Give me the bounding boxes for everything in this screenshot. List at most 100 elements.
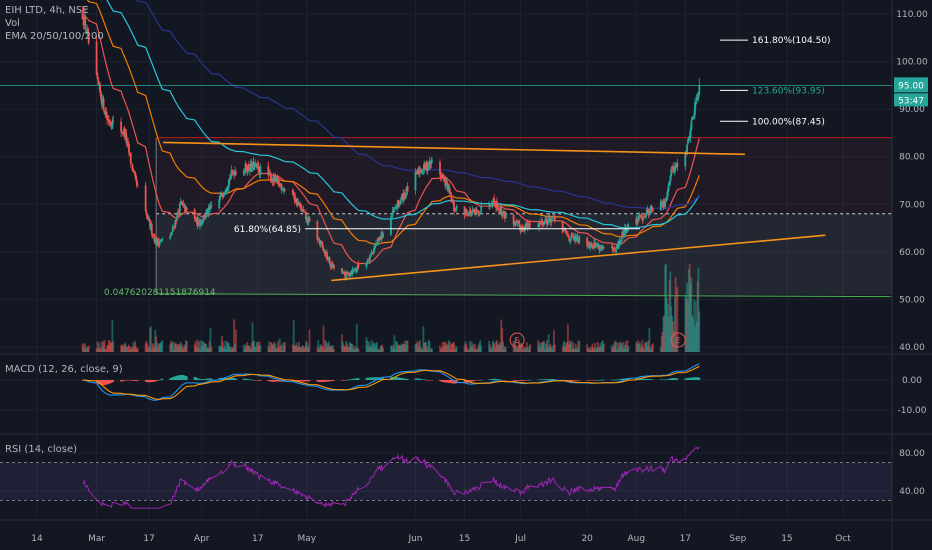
candle-body <box>570 234 573 240</box>
candle-body <box>317 237 320 240</box>
volume-bar <box>472 343 475 352</box>
candle-body <box>86 28 89 34</box>
macd-histogram-bar <box>676 378 679 380</box>
candle-body <box>132 170 135 172</box>
candle-body <box>578 236 581 243</box>
candle-body <box>298 203 300 205</box>
candle-body <box>520 227 523 233</box>
ema-200-line <box>136 0 700 209</box>
candle-body <box>129 152 132 164</box>
volume-bar <box>538 342 541 352</box>
volume-bar <box>563 340 566 352</box>
ema-50-line <box>86 0 700 245</box>
candle-body <box>394 207 397 209</box>
volume-bar <box>504 347 507 352</box>
volume-bar <box>366 340 369 352</box>
volume-bar <box>480 346 483 352</box>
volume-bar <box>529 343 532 352</box>
macd-histogram-bar <box>136 380 139 381</box>
candle-body <box>108 122 111 124</box>
candle-body <box>676 163 679 167</box>
candle-body <box>397 200 400 204</box>
macd-histogram-bar <box>161 378 164 380</box>
macd-histogram-bar <box>455 380 458 384</box>
candle-body <box>668 182 671 184</box>
volume-bar <box>578 341 581 352</box>
candle-body <box>491 203 494 206</box>
ema-indicator-label[interactable]: EMA 20/50/100/200 <box>5 31 104 42</box>
candle-body <box>475 209 478 211</box>
volume-bar <box>302 345 305 352</box>
volume-bar <box>651 343 654 352</box>
candle-body <box>439 162 441 175</box>
rsi-pane[interactable] <box>0 446 892 509</box>
candle-body <box>455 206 458 209</box>
candle-body <box>293 192 296 201</box>
volume-bar <box>553 344 556 352</box>
candle-body <box>602 246 605 248</box>
volume-indicator-label[interactable]: Vol <box>5 18 20 29</box>
candle-body <box>514 221 517 226</box>
earnings-marker-label: E <box>515 336 520 345</box>
macd-signal-line <box>82 365 700 400</box>
candle-body <box>210 205 213 208</box>
volume-bar <box>171 341 174 352</box>
candle-body <box>111 121 114 129</box>
candle-body <box>130 162 133 164</box>
candle-body <box>382 233 384 238</box>
candle-body <box>131 164 134 171</box>
candle-body <box>391 210 394 216</box>
volume-bar <box>332 345 335 352</box>
earnings-marker-label: E <box>676 336 681 345</box>
candle-body <box>371 252 374 254</box>
candle-body <box>617 241 620 249</box>
candle-body <box>185 207 188 210</box>
candle-body <box>637 221 639 222</box>
countdown-value: 53:47 <box>898 96 924 106</box>
lower-trendline <box>331 234 826 282</box>
macd-histogram-bar <box>185 376 188 380</box>
volume-bar <box>674 276 677 352</box>
macd-indicator-label[interactable]: MACD (12, 26, close, 9) <box>5 364 123 375</box>
candle-body <box>144 185 147 211</box>
candle-body <box>147 217 150 219</box>
price-pane[interactable] <box>0 0 893 298</box>
candle-body <box>476 210 479 212</box>
volume-bar <box>514 339 517 352</box>
volume-bar <box>149 326 152 352</box>
upper-trendline <box>163 141 745 156</box>
volume-bar <box>622 341 625 352</box>
macd-pane[interactable] <box>81 363 701 401</box>
candle-body <box>512 214 515 225</box>
candle-body <box>230 169 233 177</box>
candle-body <box>229 176 232 180</box>
candle-body <box>415 170 418 172</box>
volume-bar <box>502 341 504 352</box>
price-legend: EIH LTD, 4h, NSE Vol EMA 20/50/100/200 <box>5 4 104 43</box>
candle-body <box>543 221 546 225</box>
candle-body <box>538 222 540 228</box>
candle-body <box>602 247 604 248</box>
candle-body <box>128 144 130 153</box>
candle-body <box>667 183 670 192</box>
candle-body <box>218 199 221 209</box>
time-axis-label: Mar <box>88 534 105 544</box>
candle-body <box>277 178 279 181</box>
candle-body <box>222 194 225 197</box>
rsi-indicator-label[interactable]: RSI (14, close) <box>5 444 78 455</box>
candle-body <box>203 214 206 219</box>
candle-body <box>353 270 356 272</box>
volume-bar <box>298 341 300 352</box>
candle-body <box>595 245 597 247</box>
ema-100-line <box>106 0 700 229</box>
candle-body <box>284 189 286 191</box>
candle-body <box>106 116 108 120</box>
symbol-title[interactable]: EIH LTD, 4h, NSE <box>5 5 89 16</box>
candle-body <box>340 268 343 273</box>
candle-body <box>441 175 444 178</box>
candle-body <box>176 213 179 221</box>
volume-bar <box>466 347 469 352</box>
macd-histogram-bar <box>112 380 115 382</box>
candle-body <box>470 212 473 216</box>
